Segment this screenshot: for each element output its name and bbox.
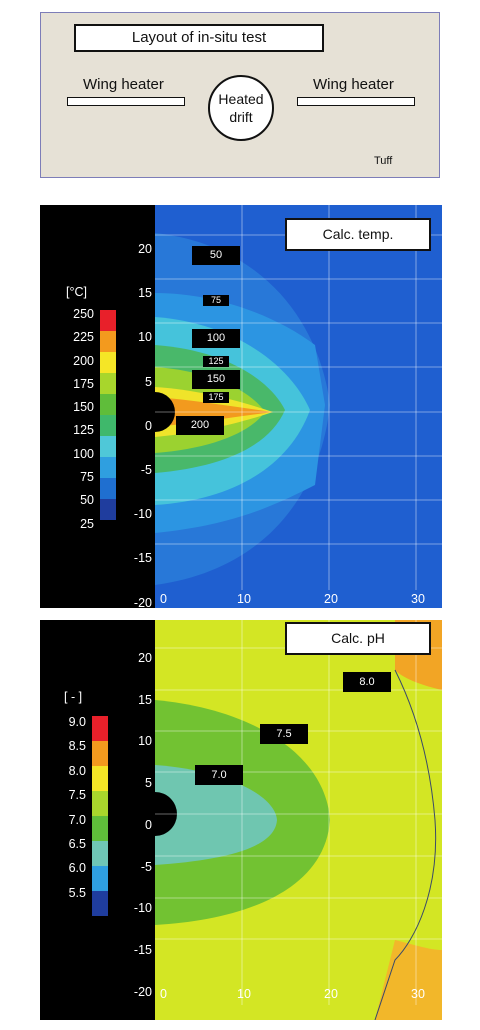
temp-y-15: 15	[138, 286, 152, 301]
temp-tick-175: 175	[73, 376, 94, 391]
ph-y-m5: -5	[140, 859, 152, 874]
temp-y-5: 5	[145, 374, 152, 389]
contour-label-7-5: 7.5	[260, 724, 308, 744]
temp-tick-50: 50	[80, 493, 94, 508]
temp-x-10: 10	[237, 592, 251, 606]
ph-tick-6-5: 6.5	[68, 837, 86, 852]
ph-tick-9-0: 9.0	[68, 715, 86, 729]
temp-colorbar	[100, 310, 116, 520]
ph-y-axis: 20 15 10 5 0 -5 -10 -15 -20	[128, 638, 152, 1013]
ph-x-30: 30	[411, 987, 425, 1001]
ph-x-0: 0	[160, 987, 167, 1001]
temp-tick-125: 125	[73, 423, 94, 438]
drift-label-1: Heated	[218, 91, 264, 107]
drift-label-2: drift	[229, 109, 253, 125]
temp-tick-225: 225	[73, 330, 94, 345]
temp-y-m20: -20	[133, 595, 152, 610]
ph-tick-7-5: 7.5	[68, 788, 86, 803]
temp-x-20: 20	[324, 592, 338, 606]
right-heater-bar	[297, 97, 415, 106]
temp-tick-150: 150	[73, 400, 94, 415]
layout-title: Layout of in-situ test	[74, 24, 324, 52]
ph-panel: [ - ] 9.0 8.5 8.0 7.5 7.0 6.5 6.0 5.5 20…	[40, 620, 442, 1020]
temp-tick-75: 75	[80, 470, 94, 485]
ph-tick-7-0: 7.0	[68, 812, 86, 827]
ph-legend-unit: [ - ]	[64, 690, 83, 704]
contour-label-150: 150	[192, 370, 240, 389]
temp-tick-25: 25	[80, 516, 94, 531]
ph-y-0: 0	[145, 817, 152, 832]
ph-x-20: 20	[324, 987, 338, 1001]
ph-8-5-region-bottom	[375, 940, 442, 1020]
temp-y-axis: 20 15 10 5 0 -5 -10 -15 -20	[128, 227, 152, 625]
temp-legend-ticks: 250 225 200 175 150 125 100 75 50 25	[64, 303, 94, 536]
ph-7-0-region	[155, 765, 277, 865]
left-heater-bar	[67, 97, 185, 106]
temp-title: Calc. temp.	[285, 218, 431, 251]
ph-y-m20: -20	[133, 984, 152, 999]
ph-8-0-contour	[374, 669, 437, 1020]
contour-label-100: 100	[192, 329, 240, 348]
ph-title: Calc. pH	[285, 622, 431, 655]
contour-label-75: 75	[203, 295, 229, 306]
rock-type-label: Tuff	[374, 155, 393, 167]
ph-tick-6-0: 6.0	[68, 861, 86, 876]
heated-drift: Heated drift	[208, 75, 274, 141]
in-situ-layout-panel: Layout of in-situ test Wing heater Wing …	[40, 12, 440, 178]
contour-label-7-0: 7.0	[195, 765, 243, 785]
ph-y-5: 5	[145, 776, 152, 791]
ph-tick-5-5: 5.5	[68, 885, 86, 900]
ph-field	[155, 620, 442, 1020]
temp-y-0: 0	[145, 418, 152, 433]
temp-y-10: 10	[138, 330, 152, 345]
temp-y-m5: -5	[140, 463, 152, 478]
contour-label-50: 50	[192, 246, 240, 265]
temp-x-0: 0	[160, 592, 167, 606]
ph-y-m10: -10	[133, 901, 152, 916]
ph-y-20: 20	[138, 651, 152, 665]
contour-label-125: 125	[203, 356, 229, 367]
right-heater-label: Wing heater	[313, 76, 394, 93]
ph-colorbar	[92, 716, 108, 916]
temp-y-m10: -10	[133, 507, 152, 522]
temp-tick-250: 250	[73, 307, 94, 321]
ph-tick-8-5: 8.5	[68, 739, 86, 754]
temperature-field	[155, 205, 442, 608]
temp-tick-200: 200	[73, 353, 94, 368]
temperature-panel: [°C] 250 225 200 175 150 125 100 75 50 2…	[40, 205, 442, 610]
temp-tick-100: 100	[73, 446, 94, 461]
ph-tick-8-0: 8.0	[68, 763, 86, 778]
ph-y-15: 15	[138, 692, 152, 707]
ph-x-10: 10	[237, 987, 251, 1001]
ph-y-10: 10	[138, 734, 152, 749]
temp-x-30: 30	[411, 592, 425, 606]
contour-label-175: 175	[203, 392, 229, 403]
temp-legend-unit: [°C]	[66, 285, 87, 299]
temp-y-m15: -15	[133, 551, 152, 566]
ph-legend-ticks: 9.0 8.5 8.0 7.5 7.0 6.5 6.0 5.5	[54, 710, 86, 905]
left-heater-label: Wing heater	[83, 76, 164, 93]
temp-y-20: 20	[138, 242, 152, 256]
contour-label-200: 200	[176, 416, 224, 435]
contour-label-8-0: 8.0	[343, 672, 391, 692]
ph-y-m15: -15	[133, 942, 152, 957]
